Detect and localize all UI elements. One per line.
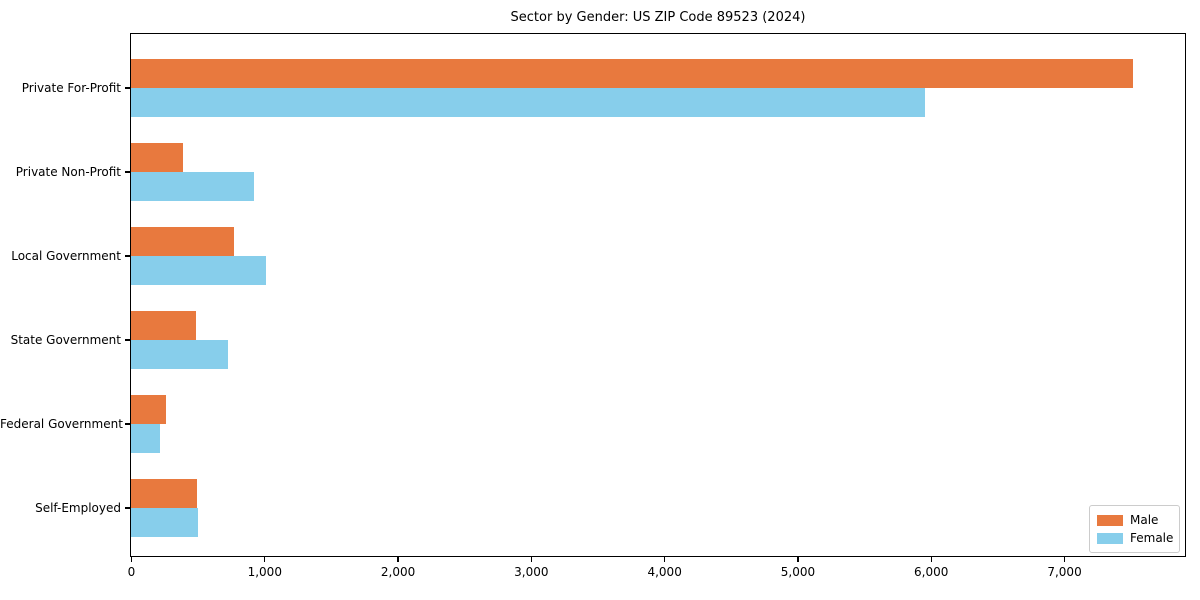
x-tick-7000	[1063, 557, 1066, 562]
x-tick-5000	[797, 557, 799, 562]
x-tick-label-7000: 7,000	[1047, 565, 1082, 579]
bar-male-local-government	[131, 226, 235, 256]
x-tick-label-3000: 3,000	[514, 565, 549, 579]
bar-male-private-non-profit	[131, 142, 183, 172]
bar-female-private-for-profit	[131, 87, 926, 117]
bar-male-self-employed	[131, 478, 197, 508]
x-tick-2000	[397, 557, 399, 562]
bar-male-federal-government	[131, 394, 166, 424]
x-tick-6000	[930, 557, 932, 562]
x-tick-label-4000: 4,000	[647, 565, 682, 579]
y-tick-local-government	[125, 255, 130, 257]
legend-label-female: Female	[1130, 531, 1174, 545]
y-tick-self-employed	[125, 507, 130, 509]
bar-male-state-government	[131, 310, 197, 340]
category-label-state-government: State Government	[10, 333, 121, 347]
x-tick-label-1000: 1,000	[247, 565, 282, 579]
chart-title: Sector by Gender: US ZIP Code 89523 (202…	[510, 10, 806, 25]
bar-female-private-non-profit	[131, 171, 254, 201]
x-tick-3000	[530, 557, 533, 562]
category-label-local-government: Local Government	[11, 249, 121, 263]
legend-label-male: Male	[1130, 513, 1159, 527]
bar-female-self-employed	[131, 507, 198, 537]
category-label-private-for-profit: Private For-Profit	[21, 81, 121, 95]
bar-female-federal-government	[131, 423, 161, 453]
x-tick-4000	[664, 557, 666, 562]
category-label-self-employed: Self-Employed	[35, 501, 121, 515]
bar-male-private-for-profit	[131, 58, 1134, 88]
plot-area	[130, 33, 1186, 557]
y-tick-federal-government	[125, 423, 130, 425]
legend-row-female: Female	[1097, 529, 1174, 547]
x-tick-label-6000: 6,000	[914, 565, 949, 579]
x-tick-label-5000: 5,000	[780, 565, 816, 579]
y-tick-state-government	[125, 339, 130, 341]
x-tick-0	[130, 557, 133, 562]
category-label-private-non-profit: Private Non-Profit	[15, 165, 121, 179]
x-tick-1000	[264, 557, 266, 562]
legend-row-male: Male	[1097, 511, 1171, 529]
legend-swatch-male	[1097, 514, 1123, 526]
bar-female-local-government	[131, 255, 266, 285]
x-tick-label-2000: 2,000	[380, 565, 416, 579]
category-label-federal-government: Federal Government	[0, 417, 123, 431]
x-tick-label-0: 0	[127, 565, 136, 579]
y-tick-private-non-profit	[125, 171, 130, 173]
y-tick-private-for-profit	[125, 87, 130, 89]
legend-swatch-female	[1097, 532, 1123, 544]
legend: Male Female	[1089, 505, 1180, 553]
bar-female-state-government	[131, 339, 228, 369]
